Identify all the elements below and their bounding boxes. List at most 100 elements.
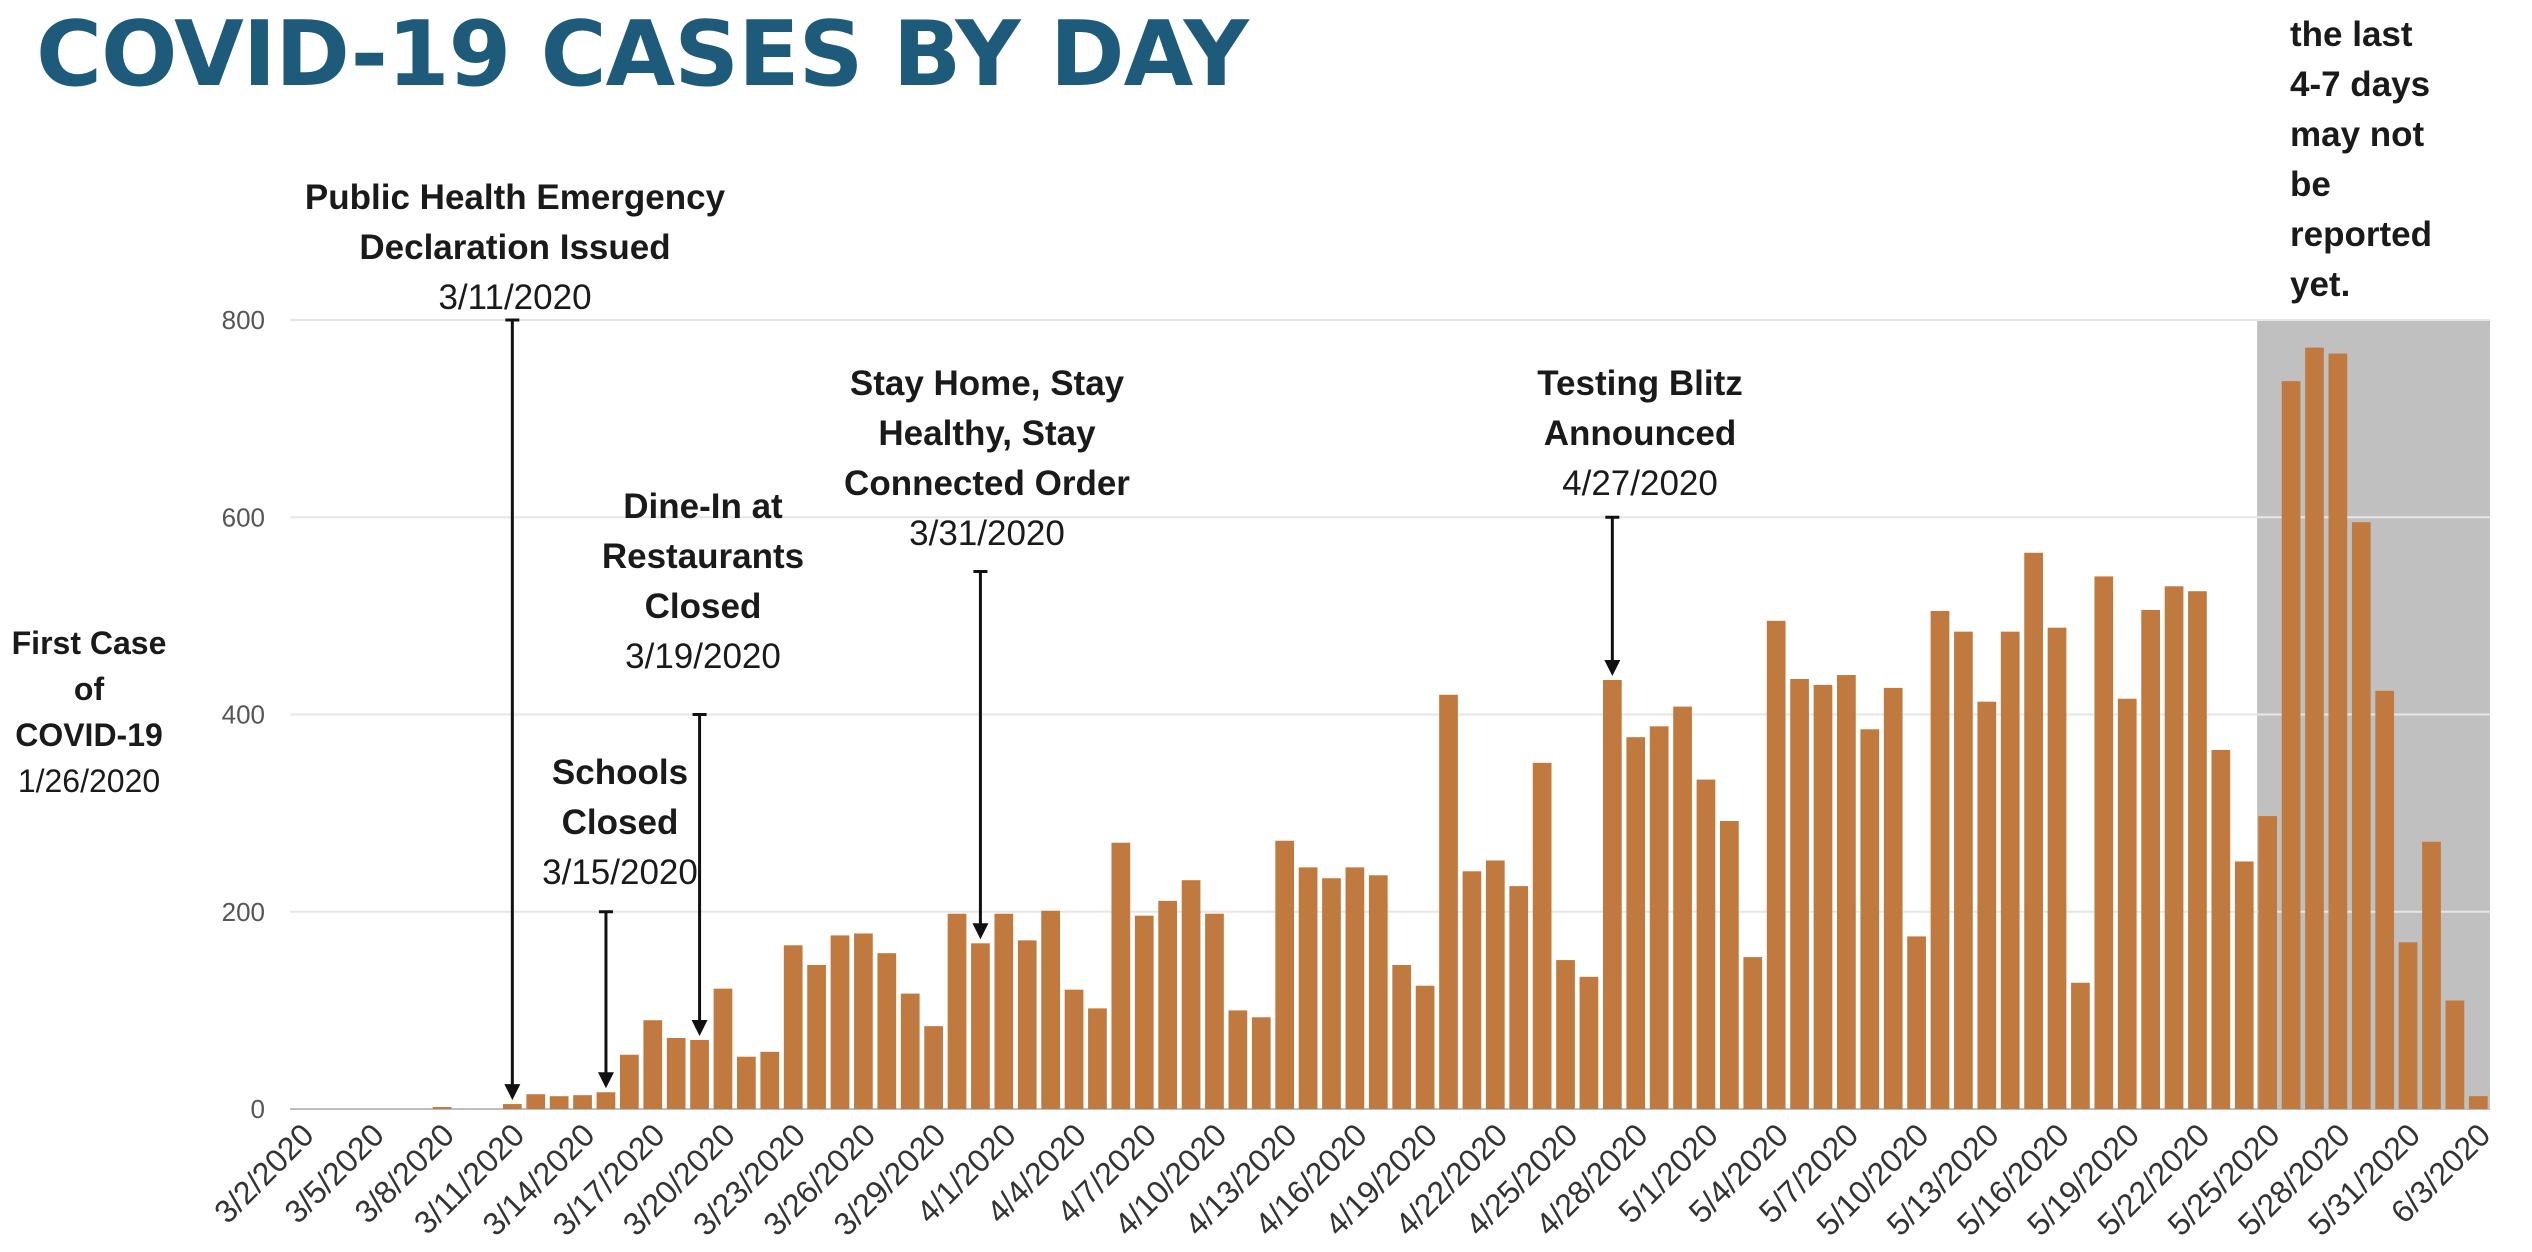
bar-4/25/2020 (1556, 960, 1575, 1109)
bar-4/10/2020 (1205, 913, 1224, 1109)
bar-3/13/2020 (549, 1096, 569, 1109)
bar-5/7/2020 (1837, 675, 1856, 1109)
bar-4/11/2020 (1228, 1010, 1248, 1109)
bar-5/8/2020 (1860, 729, 1880, 1109)
bar-3/29/2020 (924, 1026, 943, 1109)
annotation-testing-blitz: Testing Blitz Announced 4/27/2020 (1490, 359, 1790, 509)
bar-4/13/2020 (1275, 840, 1295, 1109)
annotation-dine-in-date: 3/19/2020 (625, 637, 781, 676)
annotation-emergency-title: Public Health Emergency Declaration Issu… (304, 178, 726, 267)
bar-3/11/2020 (502, 1104, 522, 1109)
annotation-stay-home-date: 3/31/2020 (909, 514, 1065, 553)
bar-4/5/2020 (1088, 1008, 1107, 1109)
y-tick-label: 600 (222, 502, 265, 532)
bar-5/26/2020 (2281, 381, 2301, 1110)
bar-6/1/2020 (2422, 841, 2441, 1109)
bar-3/27/2020 (877, 953, 897, 1109)
bar-4/1/2020 (994, 913, 1014, 1109)
bar-4/7/2020 (1134, 915, 1154, 1109)
bar-4/6/2020 (1111, 842, 1131, 1109)
bar-3/8/2020 (432, 1107, 452, 1109)
bar-4/29/2020 (1649, 726, 1669, 1109)
bar-4/4/2020 (1064, 989, 1084, 1109)
annotation-arrow-head (972, 923, 989, 940)
first-case-date: 1/26/2020 (17, 763, 161, 799)
bar-5/23/2020 (2211, 750, 2231, 1109)
annotation-arrow-head (1604, 659, 1621, 676)
bar-4/2/2020 (1017, 940, 1037, 1109)
bar-4/14/2020 (1298, 867, 1318, 1109)
annotation-arrow-head (691, 1019, 708, 1036)
annotation-arrow-head (504, 1084, 521, 1101)
annotation-stay-home: Stay Home, Stay Healthy, Stay Connected … (827, 359, 1147, 559)
first-case-line-3: COVID-19 (15, 717, 163, 753)
annotation-dine-in-title: Dine-In at Restaurants Closed (601, 487, 805, 626)
bar-4/3/2020 (1041, 910, 1060, 1109)
bar-5/4/2020 (1766, 620, 1786, 1109)
annotation-schools-date: 3/15/2020 (542, 853, 698, 892)
bar-5/28/2020 (2328, 353, 2348, 1110)
bar-4/12/2020 (1251, 1017, 1271, 1109)
annotation-schools-title: Schools Closed (551, 753, 689, 842)
y-tick-label: 400 (222, 700, 265, 730)
bar-5/27/2020 (2305, 347, 2324, 1109)
y-tick-label: 200 (222, 897, 265, 927)
bar-5/13/2020 (1977, 701, 1997, 1109)
bar-5/10/2020 (1907, 936, 1926, 1109)
bar-4/30/2020 (1673, 706, 1692, 1109)
bar-5/31/2020 (2398, 942, 2418, 1109)
bar-4/16/2020 (1345, 867, 1365, 1109)
bar-5/19/2020 (2117, 698, 2137, 1109)
bar-5/25/2020 (2258, 816, 2278, 1109)
bar-3/21/2020 (737, 1056, 756, 1109)
y-tick-label: 0 (251, 1094, 265, 1124)
annotation-schools: Schools Closed 3/15/2020 (520, 748, 720, 898)
bar-3/30/2020 (947, 913, 967, 1109)
bar-5/5/2020 (1790, 678, 1809, 1109)
bar-5/11/2020 (1930, 610, 1950, 1109)
bar-3/15/2020 (596, 1092, 616, 1109)
y-tick-label: 800 (222, 305, 265, 335)
bar-4/24/2020 (1532, 762, 1552, 1109)
bar-3/12/2020 (526, 1094, 546, 1109)
bar-5/3/2020 (1743, 957, 1763, 1109)
bar-5/30/2020 (2375, 690, 2395, 1109)
bar-4/20/2020 (1439, 694, 1458, 1109)
annotation-arrow-head (597, 1072, 614, 1089)
bar-3/20/2020 (713, 988, 733, 1109)
annotation-emergency: Public Health Emergency Declaration Issu… (295, 173, 735, 323)
first-case-note: First Case of COVID-19 1/26/2020 (0, 620, 178, 804)
bar-6/3/2020 (2468, 1096, 2488, 1109)
bar-4/15/2020 (1322, 878, 1341, 1109)
annotation-testing-blitz-date: 4/27/2020 (1562, 464, 1718, 503)
annotation-emergency-date: 3/11/2020 (438, 278, 592, 317)
first-case-line-2: of (73, 671, 105, 707)
bar-3/31/2020 (971, 943, 990, 1109)
bar-4/21/2020 (1462, 871, 1482, 1109)
bar-5/9/2020 (1883, 687, 1903, 1109)
bar-5/20/2020 (2141, 609, 2160, 1109)
bar-3/14/2020 (573, 1095, 592, 1109)
bar-5/6/2020 (1813, 684, 1833, 1109)
bar-3/18/2020 (666, 1037, 686, 1109)
annotation-stay-home-title: Stay Home, Stay Healthy, Stay Connected … (844, 364, 1130, 503)
annotation-dine-in: Dine-In at Restaurants Closed 3/19/2020 (583, 482, 823, 682)
bar-5/21/2020 (2164, 586, 2184, 1109)
bar-3/23/2020 (783, 945, 803, 1109)
reporting-lag-note: the last 4-7 days may not be reported ye… (2290, 15, 2432, 304)
bar-5/29/2020 (2351, 522, 2371, 1109)
bar-5/18/2020 (2094, 576, 2114, 1109)
bar-4/9/2020 (1181, 880, 1201, 1109)
bar-5/16/2020 (2047, 627, 2067, 1109)
bar-3/17/2020 (643, 1020, 663, 1109)
bar-5/24/2020 (2234, 861, 2254, 1109)
bar-4/26/2020 (1579, 976, 1599, 1109)
bar-5/15/2020 (2024, 552, 2043, 1109)
annotation-testing-blitz-title: Testing Blitz Announced (1537, 364, 1743, 453)
bar-5/1/2020 (1696, 779, 1716, 1109)
bar-4/8/2020 (1158, 900, 1178, 1109)
first-case-line-1: First Case (11, 625, 167, 661)
bar-5/22/2020 (2188, 591, 2207, 1109)
bar-5/12/2020 (1954, 631, 1973, 1109)
